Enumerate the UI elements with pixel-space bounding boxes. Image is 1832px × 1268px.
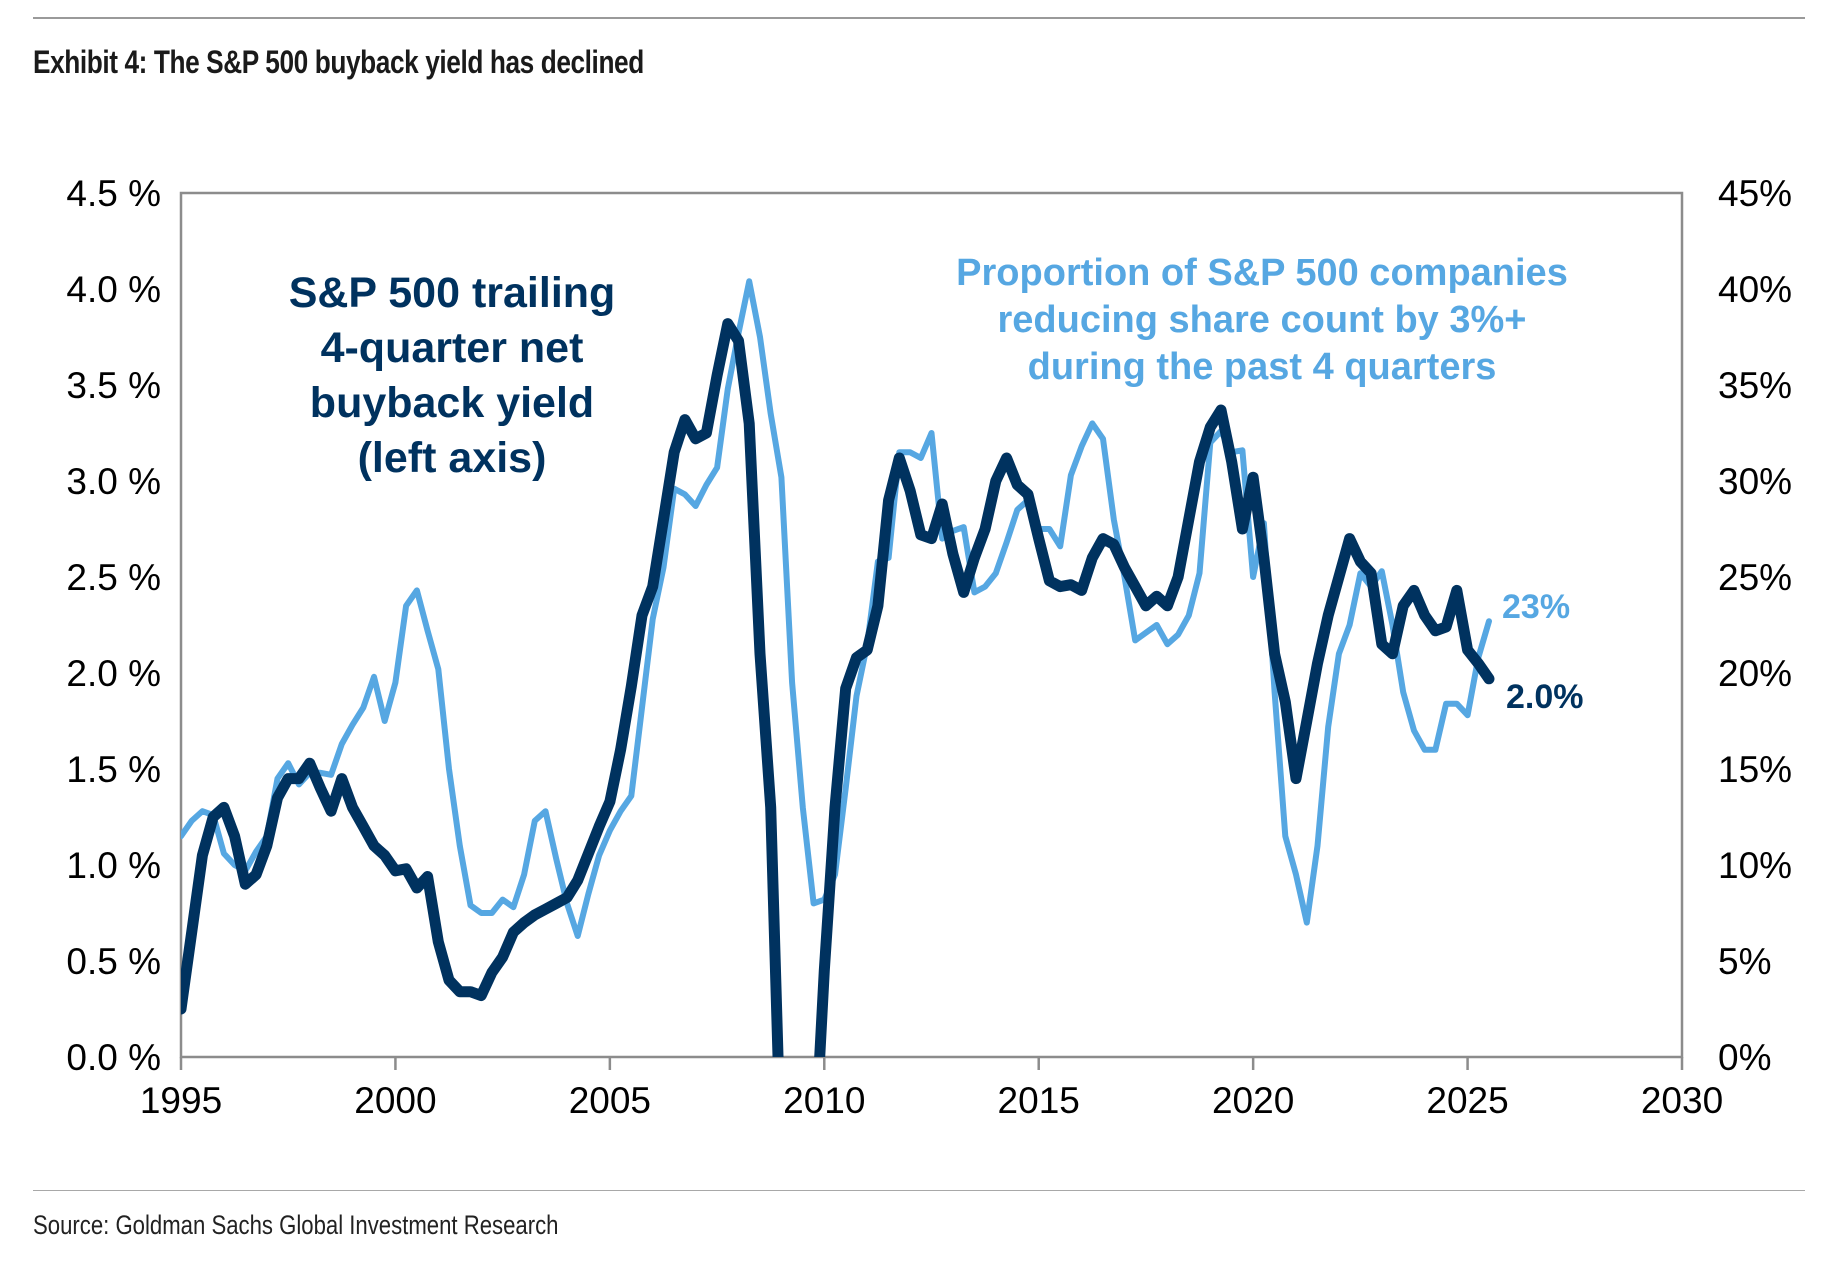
y-right-tick-label: 45% bbox=[1718, 173, 1792, 214]
x-tick-label: 2030 bbox=[1641, 1080, 1723, 1121]
light-series-label-line-1: Proportion of S&P 500 companies bbox=[956, 252, 1568, 294]
x-tick-label: 1995 bbox=[140, 1080, 222, 1121]
light-series-label-line-3: during the past 4 quarters bbox=[1028, 346, 1497, 388]
dark-series-label-line-2: 4-quarter net bbox=[321, 324, 584, 372]
y-left-tick-label: 2.5 % bbox=[66, 557, 161, 598]
y-left-tick-label: 3.5 % bbox=[66, 365, 161, 406]
y-right-tick-label: 10% bbox=[1718, 845, 1792, 886]
y-right-tick-label: 30% bbox=[1718, 461, 1792, 502]
x-tick-label: 2020 bbox=[1212, 1080, 1294, 1121]
y-left-tick-label: 4.5 % bbox=[66, 173, 161, 214]
y-right-tick-label: 0% bbox=[1718, 1037, 1771, 1078]
x-tick-label: 2025 bbox=[1426, 1080, 1508, 1121]
light-series-end-label: 23% bbox=[1502, 588, 1570, 626]
x-tick-label: 2015 bbox=[998, 1080, 1080, 1121]
series-group bbox=[181, 278, 1495, 1057]
y-left-tick-label: 4.0 % bbox=[66, 269, 161, 310]
x-tick-label: 2000 bbox=[354, 1080, 436, 1121]
axes bbox=[179, 191, 1684, 1070]
y-left-tick-label: 1.5 % bbox=[66, 749, 161, 790]
y-right-tick-label: 35% bbox=[1718, 365, 1792, 406]
x-tick-label: 2005 bbox=[569, 1080, 651, 1121]
tick-labels: 1995 2000 2005 2010 2015 2020 2025 2030 0.0 % 0.5… bbox=[66, 173, 1792, 1121]
dark-series-label-line-4: (left axis) bbox=[358, 434, 547, 482]
dark-series-label-line-3: buyback yield bbox=[310, 379, 594, 427]
dark-series-end-label: 2.0% bbox=[1506, 678, 1584, 716]
y-right-tick-label: 15% bbox=[1718, 749, 1792, 790]
top-rule bbox=[33, 17, 1805, 19]
line-chart: 1995 2000 2005 2010 2015 2020 2025 2030 0.0 % 0.5… bbox=[66, 173, 1792, 1121]
plot-frame bbox=[179, 191, 1684, 1059]
source-note: Source: Goldman Sachs Global Investment … bbox=[33, 1210, 559, 1240]
y-left-tick-label: 0.0 % bbox=[66, 1037, 161, 1078]
y-right-tick-label: 20% bbox=[1718, 653, 1792, 694]
annotations: S&P 500 trailing 4-quarter net buyback y… bbox=[289, 252, 1584, 716]
y-right-tick-label: 5% bbox=[1718, 941, 1771, 982]
dark-series-label-line-1: S&P 500 trailing bbox=[289, 269, 616, 317]
light-series-label-line-2: reducing share count by 3%+ bbox=[998, 299, 1527, 341]
y-right-tick-label: 25% bbox=[1718, 557, 1792, 598]
y-left-tick-label: 3.0 % bbox=[66, 461, 161, 502]
x-tick-label: 2010 bbox=[783, 1080, 865, 1121]
y-right-tick-label: 40% bbox=[1718, 269, 1792, 310]
y-left-tick-label: 0.5 % bbox=[66, 941, 161, 982]
buyback-yield-line bbox=[181, 318, 1495, 1057]
y-left-tick-label: 1.0 % bbox=[66, 845, 161, 886]
y-left-tick-label: 2.0 % bbox=[66, 653, 161, 694]
exhibit-title: Exhibit 4: The S&P 500 buyback yield has… bbox=[33, 44, 644, 80]
bottom-rule bbox=[33, 1190, 1805, 1191]
